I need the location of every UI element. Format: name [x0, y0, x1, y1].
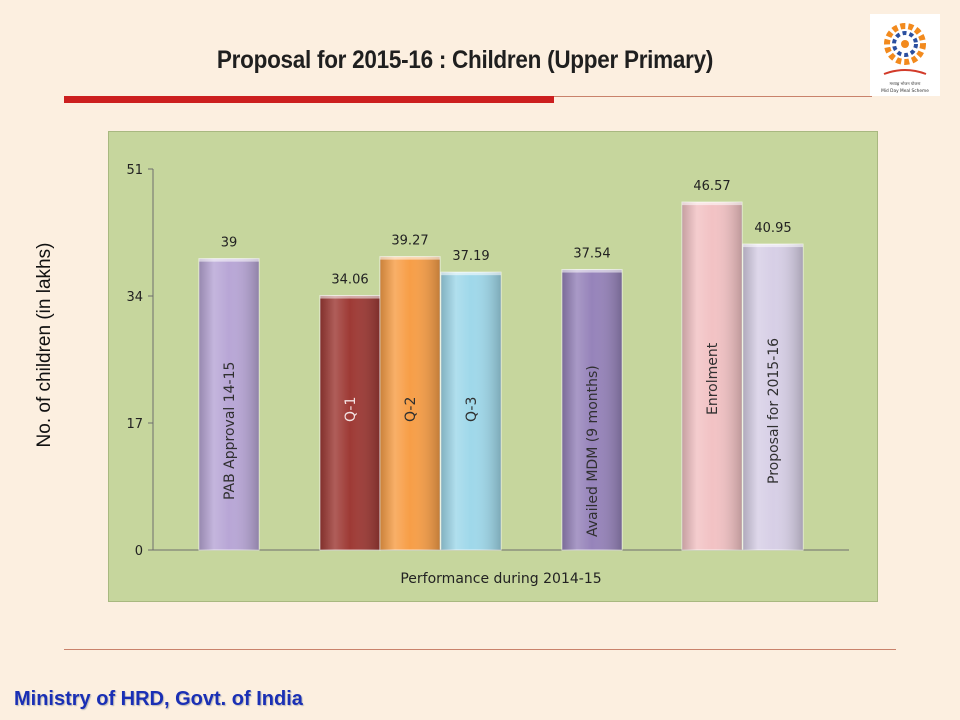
- bar-top-highlight: [320, 295, 380, 299]
- chart-area: 0 17 34 51 Performance during 2014-15 39 PAB …: [108, 131, 878, 602]
- bar-shading: [562, 269, 622, 550]
- bar-top-highlight: [441, 272, 501, 276]
- footer-text: Ministry of HRD, Govt. of India: [14, 688, 303, 710]
- bar-group: 46.57 Enrolment: [681, 179, 743, 551]
- category-label: PAB Approval 14-15: [222, 362, 238, 500]
- bar-group: 34.06 Q-1: [319, 273, 381, 551]
- bar-group: 40.95 Proposal for 2015-16: [742, 221, 804, 551]
- category-label: Q-2: [403, 397, 419, 422]
- bar-shading: [320, 295, 380, 550]
- logo-hindi-text: मध्याह्न भोजन योजना: [890, 81, 922, 86]
- y-tick-label: 0: [135, 544, 143, 559]
- slide-title: Proposal for 2015-16 : Children (Upper P…: [216, 46, 714, 74]
- bar-top-highlight: [562, 269, 622, 273]
- data-label: 37.54: [573, 247, 610, 262]
- category-label: Proposal for 2015-16: [766, 338, 782, 484]
- bar-top-highlight: [380, 256, 440, 260]
- bar-top-highlight: [743, 244, 803, 248]
- mid-day-meal-logo: मध्याह्न भोजन योजना Mid Day Meal Scheme: [870, 14, 940, 96]
- footer-divider-line: [64, 649, 896, 650]
- data-label: 37.19: [452, 249, 489, 264]
- bar-shading: [380, 256, 440, 550]
- bar-chart: 0 17 34 51 Performance during 2014-15 39 PAB …: [126, 163, 849, 587]
- bar-group: 39.27 Q-2: [379, 234, 441, 551]
- bar-shading: [441, 272, 501, 550]
- category-label: Enrolment: [705, 342, 721, 415]
- bar-shading: [199, 258, 259, 550]
- bar-top-highlight: [199, 258, 259, 262]
- bar-top-highlight: [682, 202, 742, 206]
- category-label: Availed MDM (9 months): [585, 365, 601, 537]
- y-axis-title: No. of children (in lakhs): [34, 242, 55, 448]
- bar-group: 37.19 Q-3: [440, 249, 502, 551]
- y-tick-label: 34: [126, 290, 143, 305]
- y-tick-label: 51: [126, 163, 143, 178]
- category-label: Q-1: [343, 397, 359, 422]
- logo-caption: Mid Day Meal Scheme: [881, 88, 929, 94]
- bar-shading: [682, 202, 742, 550]
- title-divider-line: [554, 96, 872, 97]
- data-label: 39: [221, 236, 238, 251]
- data-label: 40.95: [754, 221, 791, 236]
- y-tick-label: 17: [126, 417, 143, 432]
- bar-group: 39 PAB Approval 14-15: [198, 236, 260, 551]
- bar-group: 37.54 Availed MDM (9 months): [561, 247, 623, 551]
- data-label: 46.57: [693, 179, 730, 194]
- data-label: 39.27: [391, 234, 428, 249]
- x-axis-title: Performance during 2014-15: [400, 571, 601, 587]
- bar-shading: [743, 244, 803, 550]
- data-label: 34.06: [331, 273, 368, 288]
- title-underline-accent: [64, 96, 554, 103]
- category-label: Q-3: [464, 397, 480, 422]
